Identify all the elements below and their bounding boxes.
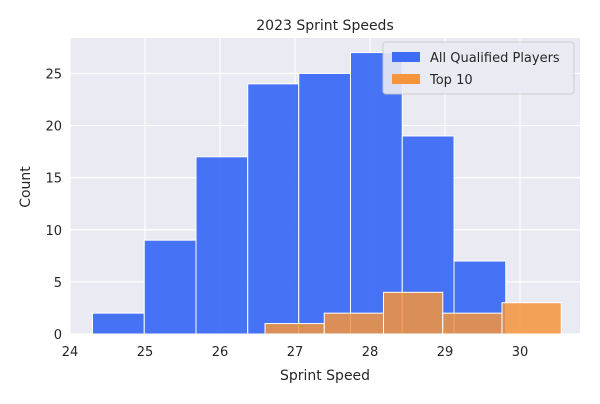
x-tick-label: 25 bbox=[137, 345, 154, 360]
histogram-bar bbox=[264, 323, 325, 335]
legend: All Qualified Players Top 10 bbox=[382, 41, 575, 95]
histogram-bar bbox=[92, 312, 145, 335]
x-tick-label: 26 bbox=[212, 345, 229, 360]
chart-title: 2023 Sprint Speeds bbox=[256, 18, 394, 34]
y-tick-label: 5 bbox=[54, 276, 62, 291]
histogram-bar bbox=[383, 291, 444, 335]
histogram-bar bbox=[350, 52, 403, 335]
legend-label-all-qualified: All Qualified Players bbox=[430, 51, 560, 66]
histogram-bar bbox=[195, 156, 249, 335]
x-tick-label: 29 bbox=[437, 345, 454, 360]
x-tick-labels: 24 25 26 27 28 29 30 bbox=[62, 345, 529, 360]
y-tick-label: 15 bbox=[45, 172, 62, 187]
histogram-bar bbox=[501, 302, 562, 335]
x-axis-label: Sprint Speed bbox=[280, 368, 370, 384]
y-tick-label: 0 bbox=[54, 328, 62, 343]
legend-swatch-top-10 bbox=[392, 74, 420, 84]
x-tick-label: 28 bbox=[362, 345, 379, 360]
x-tick-label: 24 bbox=[62, 345, 79, 360]
legend-swatch-all-qualified bbox=[392, 52, 420, 62]
series-top-10-bars bbox=[264, 291, 562, 335]
histogram-bar bbox=[442, 312, 503, 335]
histogram-bar bbox=[143, 239, 197, 335]
histogram-bar bbox=[298, 72, 351, 335]
x-tick-label: 27 bbox=[287, 345, 304, 360]
histogram-bar bbox=[323, 312, 384, 335]
x-tick-label: 30 bbox=[512, 345, 529, 360]
y-tick-label: 20 bbox=[45, 120, 62, 135]
histogram-bar bbox=[247, 83, 300, 335]
legend-label-top-10: Top 10 bbox=[429, 73, 473, 88]
y-tick-labels: 0 5 10 15 20 25 bbox=[45, 67, 62, 343]
legend-box bbox=[382, 41, 575, 95]
y-axis-label: Count bbox=[18, 166, 34, 208]
y-tick-label: 10 bbox=[45, 224, 62, 239]
y-tick-label: 25 bbox=[45, 67, 62, 82]
